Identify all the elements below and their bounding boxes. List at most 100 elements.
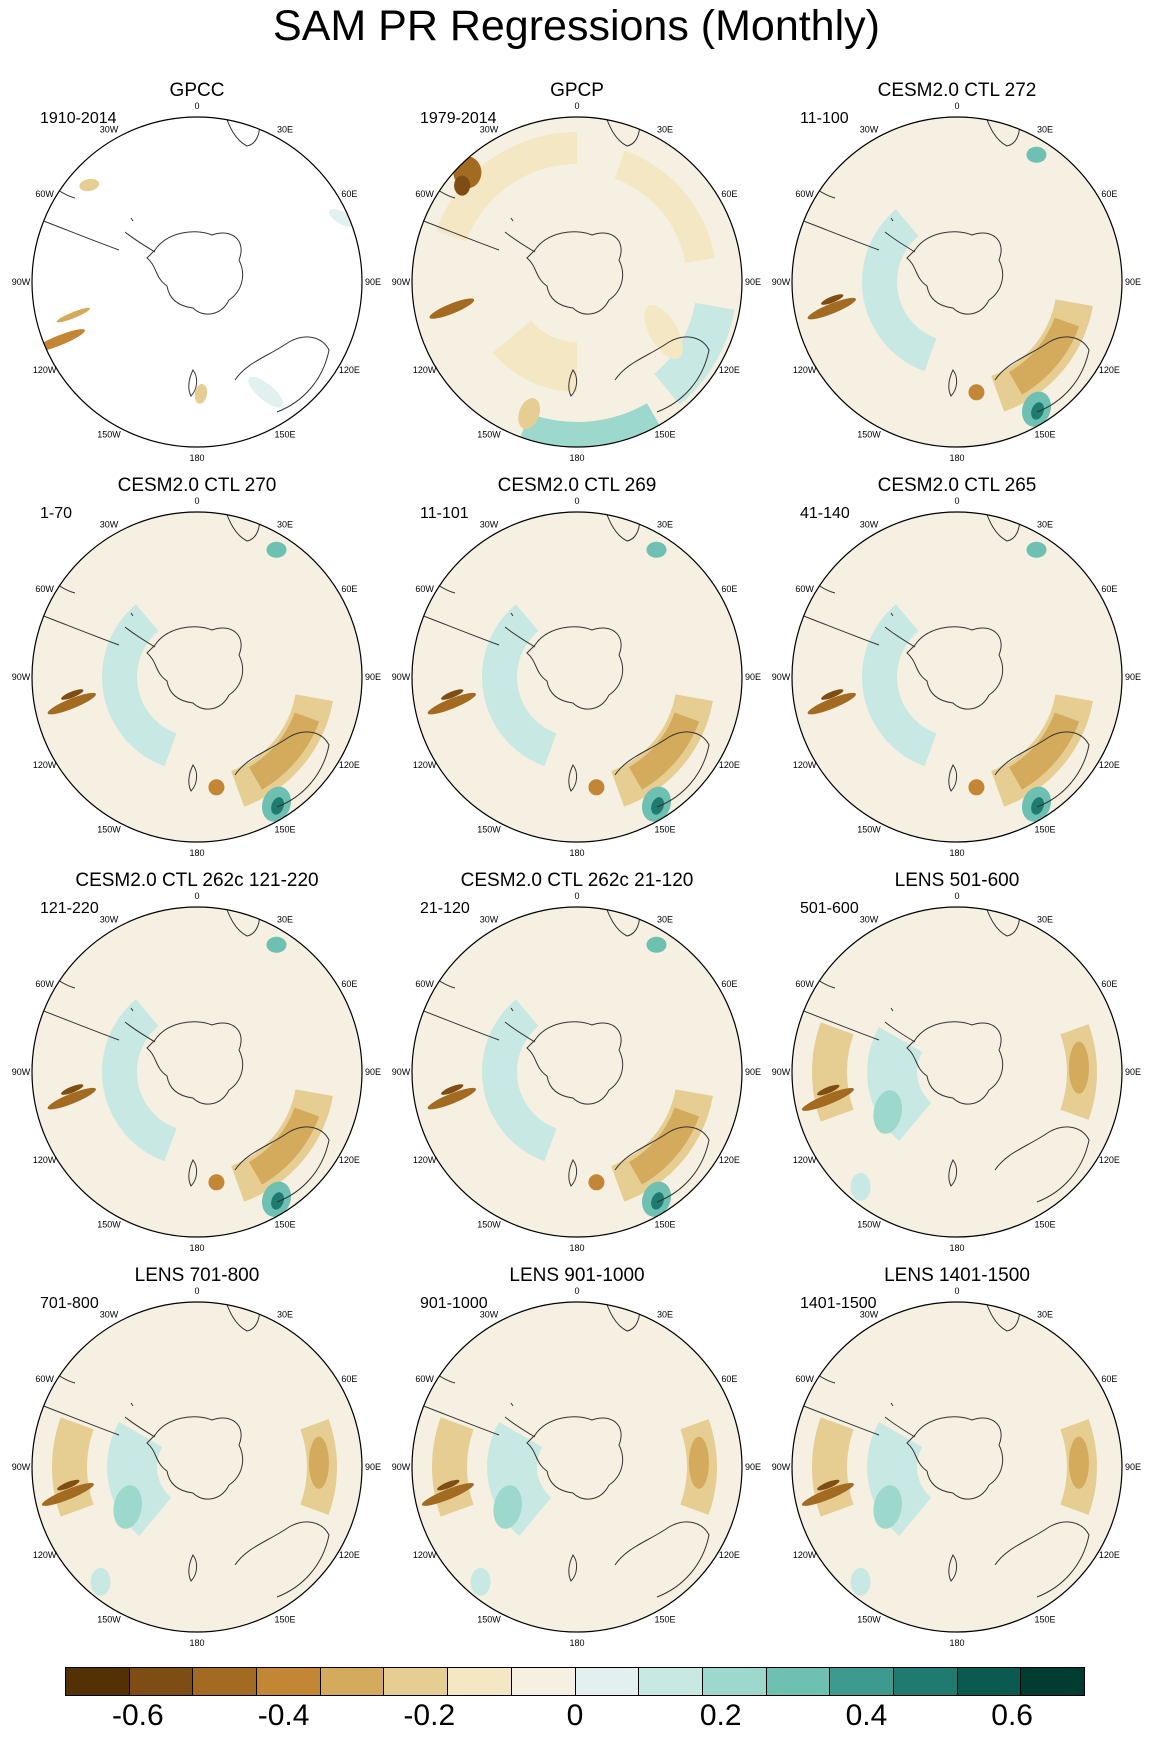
colorbar-cell: [702, 1668, 767, 1695]
longitude-label: 90W: [392, 672, 411, 682]
longitude-label: 30W: [100, 125, 119, 135]
regression-field: [32, 1302, 362, 1632]
longitude-label: 60E: [341, 189, 357, 199]
map-boundary: [31, 1301, 363, 1633]
longitude-label: 90E: [1125, 1067, 1141, 1077]
longitude-label: 150W: [477, 824, 501, 834]
longitude-label: 60E: [341, 1374, 357, 1384]
longitude-label: 120E: [719, 760, 740, 770]
colorbar-cell: [257, 1668, 321, 1695]
figure-title: SAM PR Regressions (Monthly): [273, 2, 880, 50]
regression-field: [412, 907, 742, 1237]
longitude-label: 60E: [721, 1374, 737, 1384]
longitude-label: 60W: [35, 979, 54, 989]
panel-title: CESM2.0 CTL 262c 121-220: [75, 870, 319, 891]
longitude-label: 30E: [1037, 125, 1053, 135]
longitude-label: 30W: [480, 125, 499, 135]
panel-title: LENS 901-1000: [509, 1265, 645, 1286]
longitude-label: 60W: [415, 584, 434, 594]
longitude-label: 180: [949, 1243, 964, 1253]
longitude-label: 150E: [1034, 429, 1055, 439]
longitude-label: 90W: [12, 672, 31, 682]
longitude-label: 90W: [392, 1462, 411, 1472]
longitude-label: 120E: [1099, 1550, 1120, 1560]
longitude-label: 120W: [33, 1550, 57, 1560]
colorbar: [65, 1667, 1085, 1696]
longitude-label: 150E: [274, 824, 295, 834]
polar-map: 0 30E 60E 90E 120E 150E 180 150W 120W 90W 60W 30W: [392, 496, 761, 858]
longitude-label: 30E: [657, 1310, 673, 1320]
polar-map: 0 30E 60E 90E 120E 150E 180 150W 120W 90W 60W 30W: [392, 891, 761, 1253]
longitude-label: 150W: [477, 429, 501, 439]
longitude-label: 120E: [1099, 760, 1120, 770]
longitude-label: 150E: [654, 824, 675, 834]
polar-map: 0 30E 60E 90E 120E 150E 180 150W 120W 90W 60W 30W: [12, 101, 381, 463]
longitude-label: 150W: [477, 1219, 501, 1229]
longitude-label: 30E: [277, 915, 293, 925]
map-panel-1: GPCC 1910-2014 0 30E 60E 90E 120E 150E 180 150W…: [7, 80, 387, 474]
longitude-label: 30E: [657, 125, 673, 135]
colorbar-cell: [639, 1668, 703, 1695]
regression-field: [792, 117, 1122, 447]
panel-title: CESM2.0 CTL 270: [117, 475, 277, 496]
longitude-label: 30W: [860, 520, 879, 530]
panel-period: 11-101: [420, 505, 469, 522]
map-boundary: [791, 1301, 1123, 1633]
longitude-label: 90E: [745, 1067, 761, 1077]
map-panel-2: GPCP 1979-2014 0 30E 60E 90E 120E 150E 180 150W…: [387, 80, 767, 474]
colorbar-tick-label: -0.2: [403, 1699, 456, 1732]
panel-period: 11-100: [800, 110, 849, 127]
longitude-label: 90E: [1125, 672, 1141, 682]
panel-period: 121-220: [40, 900, 99, 917]
colorbar-tick-label: -0.4: [257, 1699, 310, 1732]
longitude-label: 120W: [793, 760, 817, 770]
regression-field: [792, 907, 1122, 1237]
panel-period: 701-800: [40, 1295, 99, 1312]
longitude-label: 120W: [793, 365, 817, 375]
longitude-label: 120W: [413, 1155, 437, 1165]
longitude-label: 180: [189, 453, 204, 463]
longitude-label: 90W: [772, 672, 791, 682]
panel-title: CESM2.0 CTL 272: [877, 80, 1037, 101]
map-panel-10: LENS 701-800 701-800 0 30E 60E 90E 120E 150E 1…: [7, 1265, 387, 1659]
regression-field: [792, 1302, 1122, 1632]
polar-map: 0 30E 60E 90E 120E 150E 180 150W 120W 90W 60W 30W: [392, 101, 761, 463]
longitude-label: 180: [569, 1638, 584, 1648]
regression-field: [32, 907, 362, 1237]
longitude-label: 150E: [274, 1614, 295, 1624]
colorbar-cell: [448, 1668, 512, 1695]
longitude-label: 30W: [480, 915, 499, 925]
map-boundary: [791, 906, 1123, 1238]
colorbar-tick-label: 0.6: [991, 1699, 1033, 1732]
longitude-label: 60E: [1101, 189, 1117, 199]
longitude-label: 90E: [1125, 277, 1141, 287]
longitude-label: 30W: [100, 915, 119, 925]
longitude-label: 120W: [413, 365, 437, 375]
longitude-label: 180: [949, 453, 964, 463]
longitude-label: 180: [569, 848, 584, 858]
panel-title: LENS 501-600: [894, 870, 1020, 891]
longitude-label: 120W: [793, 1155, 817, 1165]
longitude-label: 30E: [1037, 520, 1053, 530]
longitude-label: 0: [194, 1286, 199, 1296]
longitude-label: 150E: [1034, 1219, 1055, 1229]
longitude-label: 0: [954, 101, 959, 111]
colorbar-tick-label: 0.4: [845, 1699, 888, 1732]
longitude-label: 0: [574, 101, 579, 111]
map-panel-5: CESM2.0 CTL 269 11-101 0 30E 60E 90E 120E 150…: [387, 475, 767, 869]
panel-title: CESM2.0 CTL 262c 21-120: [460, 870, 694, 891]
panel-title: GPCP: [550, 80, 604, 101]
longitude-label: 150W: [857, 1614, 881, 1624]
longitude-label: 180: [189, 848, 204, 858]
longitude-label: 60W: [795, 189, 814, 199]
polar-map: 0 30E 60E 90E 120E 150E 180 150W 120W 90W 60W 30W: [12, 496, 381, 858]
map-panel-8: CESM2.0 CTL 262c 21-120 21-120 0 30E 60E 90…: [387, 870, 767, 1264]
map-panel-11: LENS 901-1000 901-1000 0 30E 60E 90E 120E 150…: [387, 1265, 767, 1659]
longitude-label: 90E: [1125, 1462, 1141, 1472]
panel-title: GPCC: [169, 80, 225, 101]
longitude-label: 30W: [860, 125, 879, 135]
longitude-label: 0: [954, 891, 959, 901]
longitude-label: 150W: [97, 1219, 121, 1229]
longitude-label: 60W: [795, 584, 814, 594]
colorbar-cell: [511, 1668, 576, 1695]
